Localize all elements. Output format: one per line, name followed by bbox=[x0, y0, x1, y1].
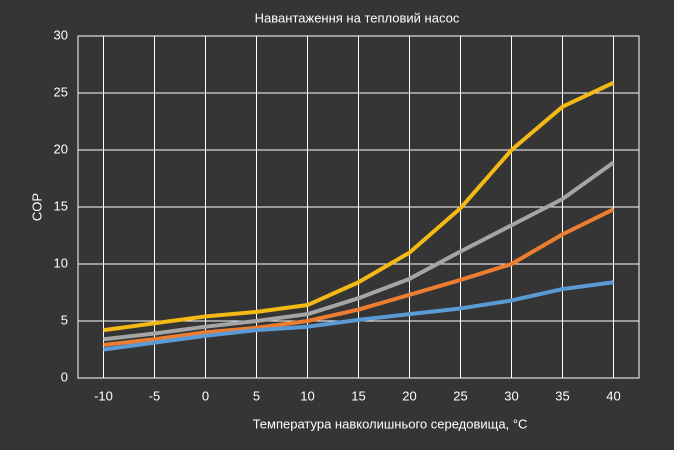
plot-frame bbox=[77, 35, 640, 379]
x-tick-label: 0 bbox=[202, 388, 209, 403]
x-tick-label: 30 bbox=[504, 388, 518, 403]
series-line bbox=[103, 80, 615, 333]
x-tick-label: -10 bbox=[94, 388, 113, 403]
x-tick-label: 15 bbox=[351, 388, 365, 403]
x-tick-label: 5 bbox=[253, 388, 260, 403]
x-tick-label: 40 bbox=[606, 388, 620, 403]
x-tick-label: -5 bbox=[149, 388, 161, 403]
y-tick-label: 20 bbox=[54, 141, 68, 156]
y-tick-label: 0 bbox=[61, 369, 68, 384]
x-tick-label: 10 bbox=[300, 388, 314, 403]
y-tick-label: 5 bbox=[61, 312, 68, 327]
x-axis-label: Температура навколишнього середовища, °C bbox=[253, 416, 528, 431]
y-tick-label: 25 bbox=[54, 84, 68, 99]
chart-title: Навантаження на тепловий насос bbox=[255, 10, 460, 25]
series-line bbox=[103, 280, 614, 352]
series-line bbox=[103, 160, 615, 342]
series-line bbox=[103, 207, 615, 347]
y-tick-label: 15 bbox=[54, 198, 68, 213]
x-tick-label: 20 bbox=[402, 388, 416, 403]
y-tick-label: 30 bbox=[54, 27, 68, 42]
y-tick-label: 10 bbox=[54, 255, 68, 270]
x-tick-label: 35 bbox=[555, 388, 569, 403]
x-tick-label: 25 bbox=[453, 388, 467, 403]
y-axis-label: COP bbox=[29, 193, 44, 221]
